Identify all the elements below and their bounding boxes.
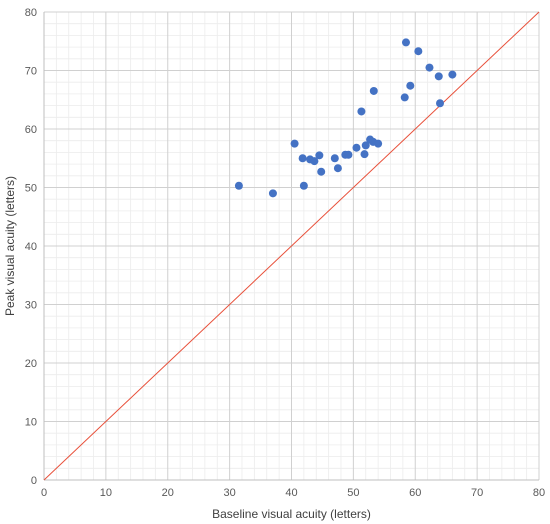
data-point [234, 181, 243, 190]
y-axis-tick-labels: 0 10 20 30 40 50 60 70 80 [25, 7, 37, 487]
data-point [310, 157, 319, 166]
y-tick-label: 0 [31, 475, 37, 487]
data-point [344, 150, 353, 159]
data-point [315, 151, 324, 160]
x-tick-label: 70 [471, 487, 483, 499]
identity-reference-line [43, 11, 540, 481]
data-point [360, 150, 369, 159]
x-tick-label: 0 [41, 487, 47, 499]
data-point [369, 86, 378, 95]
data-point [400, 93, 409, 102]
data-point [414, 47, 423, 56]
data-point [406, 81, 415, 90]
x-tick-label: 30 [224, 487, 236, 499]
x-tick-label: 60 [409, 487, 421, 499]
axes [43, 12, 539, 481]
data-point [401, 38, 410, 47]
data-point [434, 72, 443, 81]
y-tick-label: 70 [25, 66, 37, 78]
y-tick-label: 20 [25, 358, 37, 370]
data-point [357, 107, 366, 116]
data-point [330, 154, 339, 163]
x-axis-title: Baseline visual acuity (letters) [212, 507, 371, 521]
data-point [333, 164, 342, 173]
y-tick-label: 10 [25, 417, 37, 429]
x-tick-label: 50 [347, 487, 359, 499]
data-point [361, 141, 370, 150]
data-point [374, 139, 383, 148]
x-tick-label: 40 [285, 487, 297, 499]
data-point [448, 70, 457, 79]
y-tick-label: 40 [25, 241, 37, 253]
y-tick-label: 30 [25, 300, 37, 312]
x-tick-label: 80 [533, 487, 545, 499]
data-points [234, 38, 457, 198]
x-axis-tick-labels: 0 10 20 30 40 50 60 70 80 [41, 487, 545, 499]
identity-line [43, 11, 540, 481]
y-tick-label: 60 [25, 124, 37, 136]
x-tick-label: 10 [100, 487, 112, 499]
data-point [290, 139, 299, 148]
data-point [268, 189, 277, 198]
data-point [298, 154, 307, 163]
y-tick-label: 50 [25, 183, 37, 195]
y-tick-label: 80 [25, 7, 37, 19]
data-point [299, 181, 308, 190]
data-point [436, 99, 444, 108]
y-axis-title: Peak visual acuity (letters) [3, 176, 17, 316]
data-point [352, 143, 361, 152]
data-point [317, 167, 326, 176]
x-tick-label: 20 [162, 487, 174, 499]
data-point [425, 63, 434, 72]
